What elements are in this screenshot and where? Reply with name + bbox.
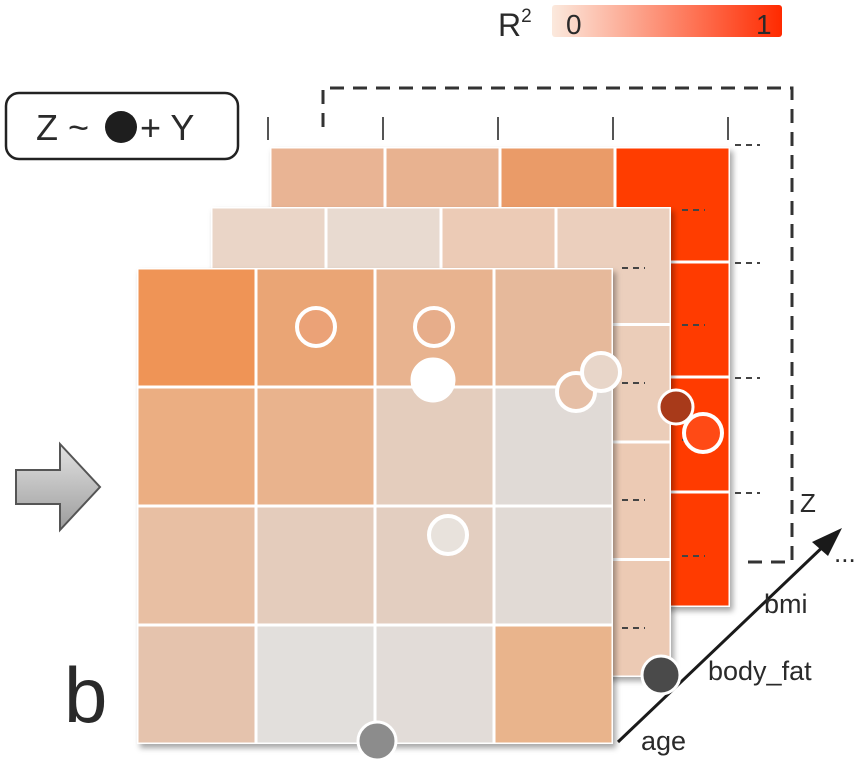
formula-dot-icon xyxy=(105,111,137,143)
solid-marker xyxy=(356,720,398,760)
grid-cell xyxy=(495,626,612,743)
colorbar: R2 0 1 xyxy=(498,5,782,43)
formula-left: Z ~ xyxy=(36,107,89,148)
panel-label: b xyxy=(64,651,107,739)
grid-cell xyxy=(138,507,255,624)
input-arrow-icon xyxy=(15,441,102,533)
solid-marker xyxy=(657,388,695,426)
edge-dashes xyxy=(622,144,760,629)
colorbar-max-label: 1 xyxy=(756,9,772,40)
grid-cell xyxy=(376,388,493,505)
top-ticks xyxy=(267,117,729,140)
grid-cell xyxy=(257,388,374,505)
grid-cell xyxy=(138,388,255,505)
ellipsis-label: ... xyxy=(834,538,856,568)
colorbar-label: R2 xyxy=(498,6,532,43)
depth-label-body-fat: body_fat xyxy=(708,656,812,686)
layer-age xyxy=(137,268,613,744)
formula-right: + Y xyxy=(140,107,194,148)
grid-cell xyxy=(138,269,255,386)
markers xyxy=(295,306,724,760)
depth-label-age: age xyxy=(641,726,686,756)
hollow-marker xyxy=(413,306,455,348)
hollow-marker xyxy=(580,351,622,393)
hollow-marker xyxy=(295,306,337,348)
formula-box: Z ~ + Y xyxy=(4,91,240,161)
grid-cell xyxy=(376,626,493,743)
colorbar-label-sup: 2 xyxy=(521,6,532,27)
grid-cell xyxy=(257,507,374,624)
hollow-marker xyxy=(427,514,469,556)
grid-cell xyxy=(495,388,612,505)
grid-cell xyxy=(257,626,374,743)
depth-axis-line xyxy=(616,538,832,744)
depth-axis-arrowhead-icon xyxy=(812,528,842,556)
colorbar-label-base: R xyxy=(498,7,521,43)
axis-z-label: Z xyxy=(800,488,816,518)
colorbar-gradient xyxy=(552,5,782,37)
grid-cell xyxy=(495,507,612,624)
solid-marker xyxy=(410,357,456,403)
hollow-marker xyxy=(682,412,724,454)
dashed-outline xyxy=(321,86,794,564)
depth-label-bmi: bmi xyxy=(764,589,808,619)
grid-cell xyxy=(138,626,255,743)
depth-axis: Z ... age body_fat bmi xyxy=(616,488,856,756)
colorbar-min-label: 0 xyxy=(566,9,582,40)
solid-marker xyxy=(640,654,682,696)
